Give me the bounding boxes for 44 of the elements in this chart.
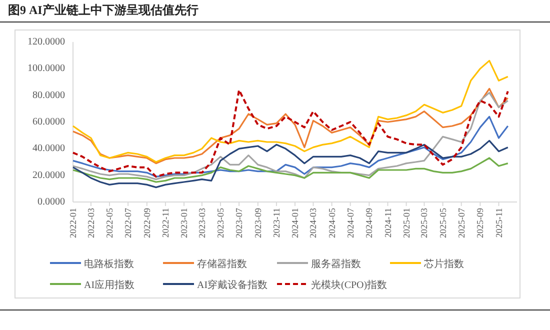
y-tick-label: 80.0000 [32,90,65,101]
legend-label: AI穿戴设备指数 [197,279,268,291]
legend-label: AI应用指数 [84,279,135,291]
x-tick-label: 2024-05 [326,208,337,238]
line-series [72,140,509,188]
y-tick-label: 20.0000 [32,170,65,181]
x-tick-label: 2023-07 [234,208,244,238]
line-series [72,116,509,178]
chart-title: 图9 AI产业链上中下游呈现估值先行 [8,3,198,17]
x-tick-label: 2023-11 [271,208,282,238]
x-tick-label: 2022-05 [104,208,114,238]
x-tick-label: 2023-05 [215,208,226,238]
x-tick-label: 2024-01 [290,208,300,238]
legend-label: 存储器指数 [197,258,247,270]
x-tick-label: 2022-09 [142,208,152,238]
x-tick-label: 2022-01 [68,208,78,238]
y-tick-label: 40.0000 [32,143,65,154]
legend-label: 芯片指数 [423,258,464,270]
y-tick-label: 120.0000 [28,36,65,48]
x-tick-label: 2025-09 [475,208,486,238]
x-tick-label: 2024-07 [345,208,356,238]
x-tick-label: 2024-09 [364,208,374,238]
x-tick-label: 2022-03 [86,208,96,238]
x-tick-label: 2023-09 [252,208,263,238]
x-tick-label: 2025-03 [419,208,430,238]
y-tick-label: 0.0000 [38,196,65,208]
y-tick-label: 100.0000 [28,63,65,74]
legend-label: 服务器指数 [311,258,361,270]
y-tick-label: 60.0000 [32,116,65,128]
legend-label: 电路板指数 [84,258,134,270]
x-tick-label: 2023-03 [196,208,207,238]
x-tick-label: 2024-11 [382,208,393,238]
line-series [72,88,509,164]
x-tick-label: 2022-07 [123,208,134,238]
x-tick-label: 2024-03 [308,208,318,238]
x-tick-label: 2025-07 [456,208,466,238]
x-tick-label: 2025-01 [401,208,412,238]
x-tick-label: 2023-01 [179,208,189,238]
legend-label: 光模块(CPO)指数 [311,279,388,291]
x-tick-label: 2025-11 [494,208,504,238]
x-tick-label: 2022-11 [160,208,170,238]
line-series [72,157,509,183]
x-tick-label: 2025-05 [438,208,448,238]
line-series [72,60,509,163]
